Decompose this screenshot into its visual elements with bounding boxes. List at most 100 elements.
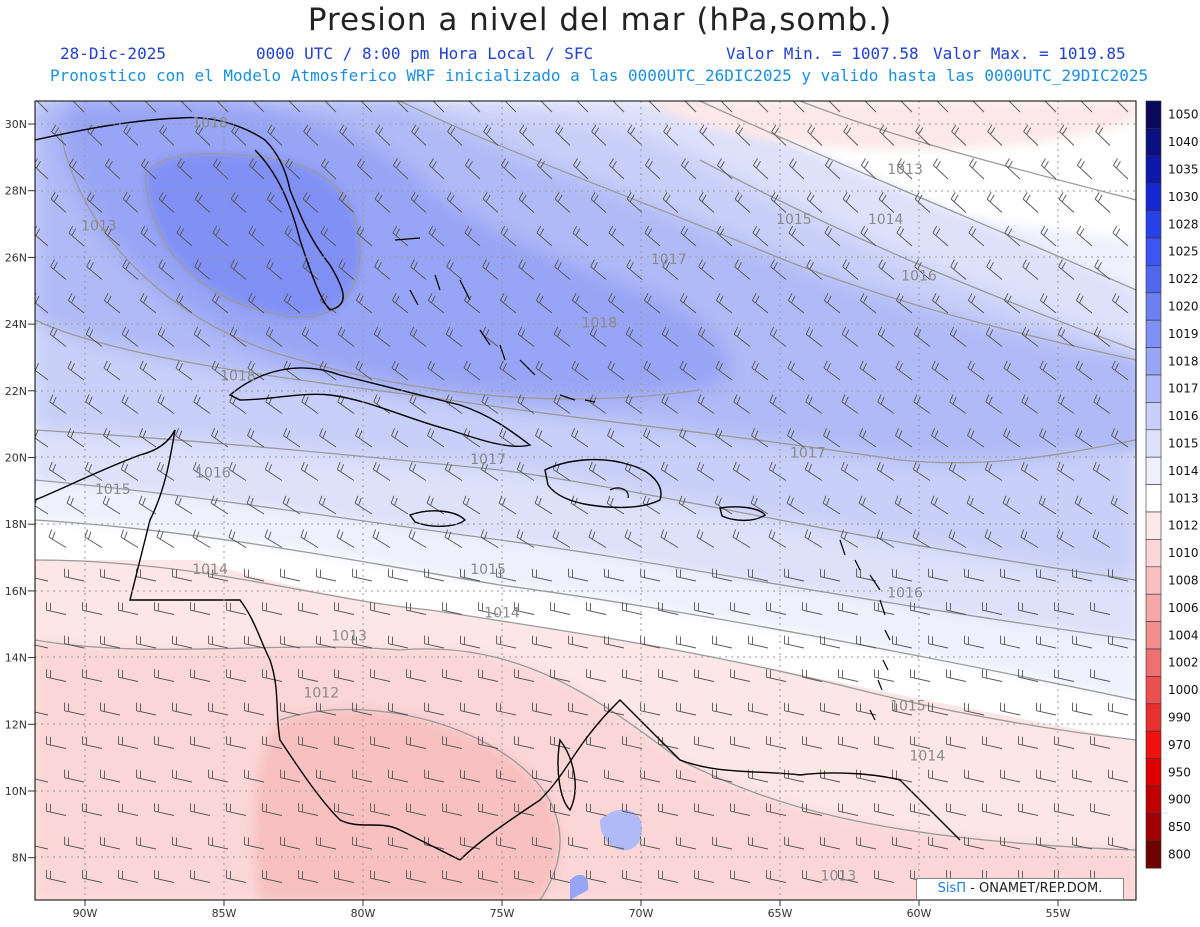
wind-barb bbox=[840, 461, 859, 481]
isobar-label: 1013 bbox=[887, 162, 923, 178]
wind-barb bbox=[84, 529, 103, 548]
latitude-label: 16N bbox=[5, 585, 27, 598]
isobar-label: 1018 bbox=[192, 115, 228, 131]
wind-barb bbox=[896, 158, 913, 180]
wind-barb bbox=[964, 568, 985, 582]
wind-barb bbox=[679, 360, 697, 381]
wind-barb bbox=[478, 669, 499, 682]
wind-barb bbox=[910, 736, 931, 749]
wind-barb bbox=[878, 259, 895, 280]
wind-barb bbox=[66, 495, 85, 515]
wind-barb bbox=[298, 803, 319, 816]
wind-barb bbox=[460, 769, 481, 783]
wind-barb bbox=[496, 635, 517, 649]
latitude-label: 24N bbox=[5, 318, 27, 331]
wind-barb bbox=[699, 124, 715, 146]
wind-barb bbox=[154, 803, 175, 816]
wind-barb bbox=[514, 803, 535, 816]
wind-barb bbox=[864, 101, 877, 113]
wind-barb bbox=[928, 836, 949, 850]
wind-barb bbox=[360, 101, 373, 113]
colorbar-label: 1018 bbox=[1168, 354, 1199, 368]
latitude-label: 10N bbox=[5, 785, 27, 798]
wind-barb bbox=[805, 394, 823, 414]
colorbar-label: 1002 bbox=[1168, 656, 1199, 670]
wind-barb bbox=[715, 360, 733, 381]
wind-barb bbox=[388, 836, 409, 850]
colorbar-swatch bbox=[1145, 593, 1162, 622]
wind-barb bbox=[496, 769, 517, 783]
wind-barb bbox=[802, 602, 823, 615]
wind-barb bbox=[212, 293, 229, 314]
wind-barb bbox=[337, 326, 355, 347]
wind-barb bbox=[208, 635, 229, 649]
wind-barb bbox=[627, 124, 643, 146]
wind-barb bbox=[576, 101, 589, 113]
wind-barb bbox=[352, 702, 373, 716]
credit-box: SisΠ - ONAMET/REP.DOM. bbox=[916, 878, 1124, 900]
sispi-logo: SisΠ bbox=[937, 881, 967, 896]
wind-barb bbox=[406, 669, 427, 682]
wind-barb bbox=[644, 225, 661, 247]
wind-barb bbox=[1092, 461, 1111, 481]
wind-barb bbox=[1090, 736, 1111, 749]
wind-barb bbox=[176, 158, 193, 180]
isobar-label: 1016 bbox=[195, 465, 231, 481]
colorbar-label: 970 bbox=[1168, 738, 1191, 752]
wind-barb bbox=[986, 191, 1003, 213]
wind-barb bbox=[874, 870, 895, 883]
wind-barb bbox=[696, 529, 715, 548]
isobar-label: 1014 bbox=[192, 562, 228, 578]
coastlines bbox=[35, 116, 961, 861]
wind-barb bbox=[624, 529, 643, 548]
wind-barb bbox=[442, 803, 463, 816]
wind-barb bbox=[460, 836, 481, 850]
wind-barb bbox=[982, 803, 1003, 816]
wind-barb bbox=[1004, 158, 1021, 180]
wind-barb bbox=[51, 124, 67, 146]
wind-barb bbox=[984, 529, 1003, 548]
wind-barb bbox=[1036, 702, 1057, 716]
wind-barb bbox=[139, 360, 157, 381]
colorbar-swatch bbox=[1145, 539, 1162, 568]
colorbar-swatch bbox=[1145, 429, 1162, 458]
wind-barb bbox=[460, 568, 481, 582]
colorbar-swatch bbox=[1145, 374, 1162, 403]
wind-barb bbox=[804, 529, 823, 548]
wind-barb bbox=[424, 702, 445, 716]
wind-barb bbox=[843, 124, 859, 146]
wind-barb bbox=[1108, 702, 1129, 716]
colorbar-label: 1012 bbox=[1168, 519, 1199, 533]
wind-barb bbox=[535, 360, 553, 381]
wind-barb bbox=[211, 428, 229, 448]
wind-barb bbox=[608, 158, 625, 180]
wind-barb bbox=[589, 326, 607, 347]
wind-barb bbox=[483, 124, 499, 146]
wind-barb bbox=[46, 870, 67, 883]
wind-barb bbox=[468, 101, 481, 113]
wind-barb bbox=[676, 702, 697, 716]
wind-barb bbox=[860, 225, 877, 247]
colorbar-label: 1019 bbox=[1168, 327, 1199, 341]
wind-barb bbox=[784, 702, 805, 716]
wind-barb bbox=[190, 870, 211, 883]
wind-barb bbox=[192, 461, 211, 481]
wind-barb bbox=[860, 293, 877, 314]
wind-barb bbox=[660, 529, 679, 548]
wind-barb bbox=[426, 495, 445, 515]
wind-barb bbox=[172, 836, 193, 850]
wind-barb bbox=[302, 191, 319, 213]
wind-barb bbox=[1036, 635, 1057, 649]
wind-barb bbox=[696, 461, 715, 481]
colorbar-swatch bbox=[1145, 402, 1162, 431]
longitude-label: 60W bbox=[907, 907, 932, 920]
wind-barb bbox=[159, 124, 175, 146]
wind-barb bbox=[967, 428, 985, 448]
wind-barb bbox=[1110, 495, 1129, 515]
wind-barb bbox=[48, 529, 67, 548]
time-label: 0000 UTC / 8:00 pm Hora Local / SFC bbox=[256, 44, 594, 63]
wind-barb bbox=[82, 602, 103, 615]
wind-barb bbox=[267, 124, 283, 146]
wind-barb bbox=[226, 870, 247, 883]
wind-barb bbox=[35, 577, 49, 582]
